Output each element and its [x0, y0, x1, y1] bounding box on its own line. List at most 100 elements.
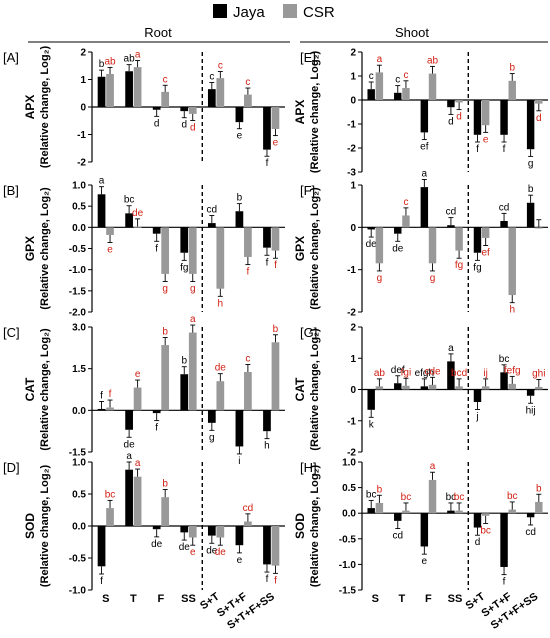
bar-csr — [106, 74, 114, 107]
bar-csr — [271, 342, 280, 411]
y-axis-title: SOD — [293, 513, 307, 539]
significance-letter: h — [264, 441, 270, 452]
significance-letter: b — [377, 484, 383, 495]
bar-csr — [244, 227, 252, 257]
bar-csr — [375, 227, 384, 264]
bar-csr — [402, 385, 410, 390]
bar-jaya — [152, 227, 161, 234]
significance-letter: bc — [366, 489, 377, 500]
bar-jaya — [180, 227, 189, 253]
significance-letter: b — [237, 193, 243, 204]
significance-letter: a — [422, 168, 428, 179]
bar-csr — [402, 88, 410, 100]
bar-csr — [188, 332, 197, 411]
bar-jaya — [473, 513, 482, 528]
y-axis-unit: (Relative change, Log₂) — [309, 51, 321, 174]
y-axis-title: SOD — [23, 513, 37, 539]
y-tick-label: -1 — [347, 416, 356, 427]
bar-csr — [161, 345, 170, 411]
significance-letter: ab — [427, 55, 439, 66]
significance-letter: de — [132, 208, 144, 219]
significance-letter: f — [266, 158, 269, 169]
significance-letter: d — [190, 122, 196, 133]
bar-csr — [161, 497, 170, 526]
x-tick-label: T — [130, 593, 137, 605]
bar-csr — [244, 372, 252, 411]
significance-letter: d — [181, 120, 187, 131]
bar-jaya — [152, 107, 161, 110]
y-tick-label: 1 — [350, 72, 356, 83]
significance-letter: f — [476, 144, 479, 155]
bar-csr — [535, 100, 543, 104]
y-tick-label: 1.5 — [72, 364, 86, 375]
panel-b: [B] GPX (Relative change, Log₂) 1.0 0.5 0.0 -0… — [3, 176, 285, 319]
bar-csr — [402, 215, 410, 228]
bar-csr — [375, 386, 384, 390]
significance-letter: a — [99, 176, 105, 187]
y-tick-label: -1.5 — [69, 448, 87, 459]
panel-label: [E] — [300, 50, 316, 65]
significance-letter: cd — [446, 207, 457, 218]
panel-label: [F] — [300, 183, 315, 198]
significance-letter: fg — [473, 262, 481, 273]
bar-jaya — [235, 526, 244, 546]
x-tick-label: SS — [448, 593, 463, 605]
bar-jaya — [263, 526, 271, 565]
y-tick-label: 2 — [350, 48, 356, 59]
significance-letter: d — [475, 537, 481, 548]
significance-letter: bc — [401, 492, 412, 503]
bar-csr — [188, 526, 197, 538]
significance-letter: b — [536, 483, 542, 494]
y-axis-title: CAT — [293, 377, 307, 401]
significance-letter: fg — [455, 260, 463, 271]
significance-letter: h — [509, 305, 515, 316]
y-tick-label: -1 — [77, 130, 86, 141]
significance-letter: i — [238, 456, 240, 467]
significance-letter: b — [162, 327, 168, 338]
x-tick-label: SS — [181, 593, 196, 605]
y-axis-unit: (Relative change, Log₂) — [309, 328, 321, 451]
significance-letter: a — [135, 50, 141, 61]
bar-jaya — [97, 408, 106, 411]
y-tick-label: -0.5 — [69, 244, 87, 255]
bar-csr — [508, 383, 516, 390]
significance-letter: f — [155, 423, 158, 434]
significance-letter: bc — [480, 525, 491, 536]
significance-letter: b — [162, 479, 168, 490]
y-axis-unit: (Relative change, Log₂) — [309, 187, 321, 310]
bar-jaya — [97, 526, 106, 567]
y-tick-label: -2 — [347, 448, 356, 459]
significance-letter: a — [190, 314, 196, 325]
significance-letter: e — [107, 245, 113, 256]
significance-letter: c — [403, 197, 408, 208]
bar-csr — [133, 67, 142, 107]
bar-csr — [481, 513, 490, 516]
y-tick-label: -0.5 — [69, 554, 87, 565]
y-tick-label: 0 — [350, 223, 356, 234]
bar-csr — [133, 476, 142, 526]
panel-c: [C] CAT (Relative change, Log₂) 3.0 1.5 0.0 -1… — [3, 314, 285, 467]
y-tick-label: -1 — [347, 265, 356, 276]
significance-letter: cd — [243, 503, 254, 514]
panel-label: [B] — [3, 183, 19, 198]
bar-csr — [481, 100, 490, 126]
significance-letter: f — [274, 260, 277, 271]
significance-letter: ab — [124, 54, 136, 65]
significance-letter: de — [392, 243, 404, 254]
y-tick-label: -1.0 — [339, 560, 357, 571]
panel-label: [A] — [3, 50, 19, 65]
bar-jaya — [263, 227, 271, 248]
bar-csr — [428, 227, 437, 264]
panel-label: [G] — [300, 325, 317, 340]
bar-csr — [271, 526, 280, 566]
bar-jaya — [447, 100, 455, 108]
panel-h: [H] SOD (Relative change, Log₂) 1.0 0.5 0.0 -0… — [293, 458, 548, 632]
bar-csr — [244, 94, 252, 107]
bar-csr — [535, 501, 543, 514]
significance-letter: f — [503, 144, 506, 155]
y-tick-label: 0.0 — [72, 522, 86, 533]
significance-letter: f — [100, 390, 103, 401]
bar-jaya — [125, 410, 133, 430]
bar-csr — [106, 227, 114, 235]
y-tick-label: 2 — [350, 323, 356, 334]
